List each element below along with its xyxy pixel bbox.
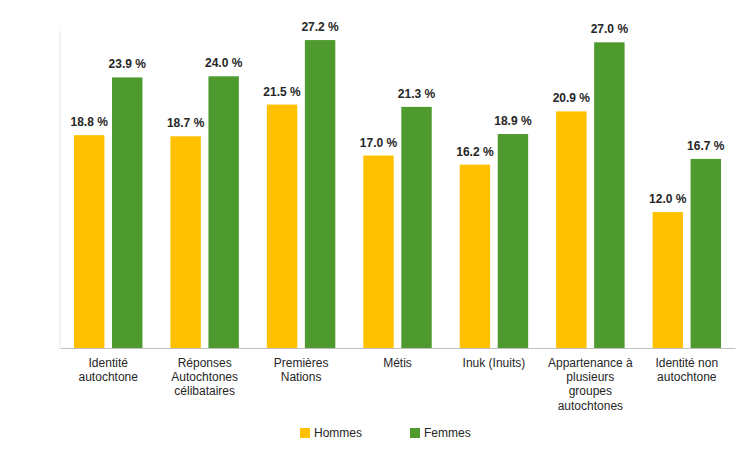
legend-swatch [300, 428, 310, 438]
data-label: 17.0 % [360, 136, 398, 150]
x-tick-label: RéponsesAutochtonescélibataires [171, 356, 238, 399]
bar [170, 136, 200, 348]
x-tick-label-line: autochtones [558, 399, 623, 413]
legend-label: Femmes [424, 426, 471, 440]
chart: 18.8 % 18.7 % 21.5 % 17.0 % 16.2 % 20.9 % 12.0… [0, 0, 756, 460]
x-tick: PremièresNations [274, 356, 329, 384]
x-tick-label: Identitéautochtone [79, 356, 139, 384]
x-tick-label-line: autochtone [657, 370, 717, 384]
bar [208, 76, 238, 348]
x-tick-label-line: groupes [569, 384, 612, 398]
data-label: 12.0 % [649, 192, 687, 206]
bar [556, 111, 586, 348]
data-label: 21.3 % [398, 87, 436, 101]
data-label: 18.7 % [167, 116, 205, 130]
legend: Hommes Femmes [300, 426, 471, 440]
y-axis-line [60, 31, 61, 348]
legend-item: Femmes [410, 426, 471, 440]
x-tick-label: Métis [383, 356, 412, 370]
x-tick: Identité nonautochtone [655, 356, 718, 384]
x-tick-label-line: Inuk (Inuits) [463, 356, 526, 370]
data-label: 23.9 % [109, 57, 147, 71]
bar [460, 165, 490, 348]
x-tick-label-line: Autochtones [171, 370, 238, 384]
x-tick: Appartenance àplusieursgroupesautochtone… [548, 356, 633, 413]
x-tick-label-line: plusieurs [566, 370, 614, 384]
x-tick-label-line: Nations [281, 370, 322, 384]
x-tick-label-line: Identité non [655, 356, 718, 370]
data-label: 21.5 % [263, 85, 301, 99]
x-tick-label-line: autochtone [79, 370, 139, 384]
x-tick-label: Identité nonautochtone [655, 356, 718, 384]
bar [74, 135, 104, 348]
x-tick-label-line: Identité [89, 356, 129, 370]
bar [267, 105, 297, 348]
bar [691, 159, 721, 348]
bar [401, 107, 431, 348]
legend-label: Hommes [314, 426, 362, 440]
x-tick: Métis [383, 356, 412, 370]
x-tick-label-line: Métis [383, 356, 412, 370]
legend-swatch [410, 428, 420, 438]
bar [363, 156, 393, 348]
x-tick: RéponsesAutochtonescélibataires [171, 356, 238, 399]
x-tick-label-line: Réponses [178, 356, 232, 370]
x-tick: Identitéautochtone [79, 356, 139, 384]
bars [74, 40, 721, 348]
bar [305, 40, 335, 348]
data-label: 24.0 % [205, 56, 243, 70]
bar [594, 42, 624, 348]
x-tick-label-line: Appartenance à [548, 356, 633, 370]
x-axis-line [61, 348, 736, 349]
data-label: 16.7 % [687, 139, 725, 153]
x-tick-label-line: Premières [274, 356, 329, 370]
data-label: 27.2 % [301, 20, 339, 34]
bar [112, 77, 142, 348]
x-tick-label: Appartenance àplusieursgroupesautochtone… [548, 356, 633, 413]
x-tick-label-line: célibataires [174, 384, 235, 398]
data-labels: 18.8 % 18.7 % 21.5 % 17.0 % 16.2 % 20.9 % 12.0… [71, 20, 725, 206]
data-label: 18.8 % [71, 115, 109, 129]
bar [498, 134, 528, 348]
data-label: 27.0 % [591, 22, 629, 36]
legend-item: Hommes [300, 426, 362, 440]
bar [653, 212, 683, 348]
data-label: 20.9 % [553, 91, 591, 105]
data-label: 18.9 % [494, 114, 532, 128]
x-axis: IdentitéautochtoneRéponsesAutochtonescél… [61, 349, 736, 413]
x-tick-label: PremièresNations [274, 356, 329, 384]
x-tick-label: Inuk (Inuits) [463, 356, 526, 370]
data-label: 16.2 % [456, 145, 494, 159]
x-tick: Inuk (Inuits) [463, 356, 526, 370]
